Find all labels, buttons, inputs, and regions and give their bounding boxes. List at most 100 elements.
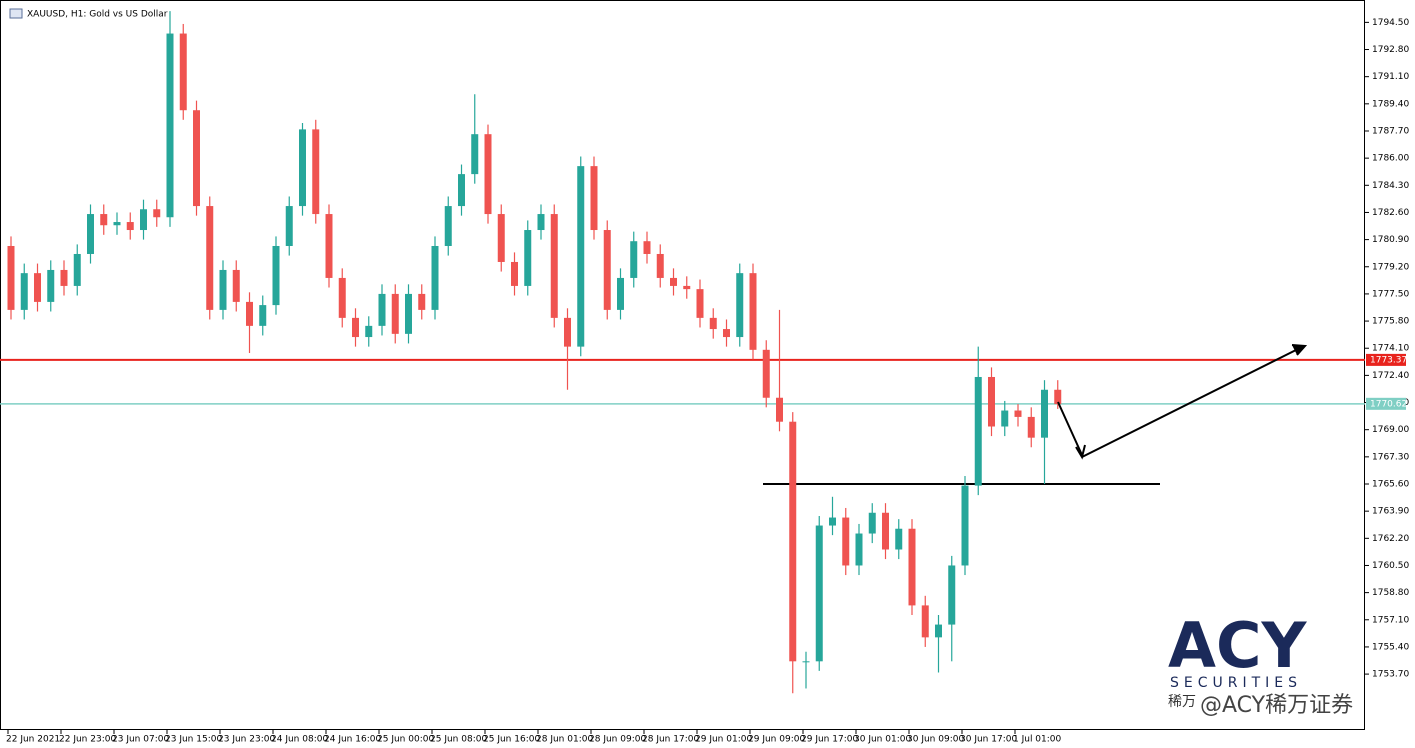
candle-body: [219, 269, 227, 310]
arrow-head: [1291, 344, 1308, 356]
arrow: [1057, 401, 1083, 456]
candle-body: [988, 376, 995, 427]
candle-body: [47, 269, 55, 302]
candle-body: [709, 317, 717, 330]
y-tick-label: 1763.90: [1372, 507, 1409, 517]
candle-body: [789, 421, 797, 662]
y-tick-label: 1786.00: [1372, 154, 1409, 164]
candle-body: [524, 230, 532, 286]
x-tick-label: 25 Jun 16:00: [483, 735, 540, 745]
y-tick-label: 1789.40: [1372, 99, 1409, 109]
arrow: [1081, 347, 1301, 458]
candle-body: [418, 293, 426, 310]
x-tick-label: 24 Jun 16:00: [324, 735, 381, 745]
candle-body: [378, 293, 386, 326]
candle-body: [630, 241, 638, 278]
candle-body: [126, 222, 134, 231]
candle-body: [550, 214, 558, 318]
y-tick-label: 1755.40: [1372, 642, 1409, 652]
candle-body: [762, 349, 770, 398]
x-tick-label: 24 Jun 08:00: [271, 735, 328, 745]
candle-body: [431, 245, 439, 310]
candle-body: [895, 528, 903, 550]
candle-body: [577, 166, 585, 347]
y-tick-label: 1762.20: [1372, 534, 1409, 544]
x-tick-label: 30 Jun 09:00: [907, 735, 964, 745]
chart-title: XAUUSD, H1: Gold vs US Dollar: [27, 10, 168, 20]
candle-body: [617, 277, 624, 310]
y-tick-label: 1753.70: [1372, 670, 1409, 680]
x-tick-label: 25 Jun 08:00: [430, 735, 487, 745]
candle-body: [974, 376, 982, 486]
candle-body: [921, 605, 929, 638]
candle-body: [723, 329, 730, 338]
candle-body: [603, 230, 611, 310]
candle-body: [7, 245, 15, 310]
candle-body: [935, 624, 942, 638]
x-tick-label: 29 Jun 09:00: [748, 735, 805, 745]
annotation-arrows: [1057, 344, 1308, 460]
candle-body: [497, 214, 505, 262]
candle-body: [391, 293, 399, 334]
candle-body: [670, 277, 677, 286]
candle-body: [325, 214, 333, 278]
watermark-brand: ACY: [1168, 609, 1307, 682]
y-tick-label: 1792.80: [1372, 45, 1409, 55]
price-tag-label: 1770.62: [1370, 399, 1407, 409]
y-tick-label: 1784.30: [1372, 181, 1409, 191]
candle-body: [696, 289, 704, 318]
y-tick-label: 1772.40: [1372, 371, 1409, 381]
candle-body: [802, 661, 810, 663]
candle-body: [285, 206, 293, 246]
candle-body: [882, 512, 889, 550]
candle-body: [484, 134, 492, 215]
x-tick-label: 22 Jun 23:00: [59, 735, 116, 745]
candle-body: [246, 301, 253, 326]
y-tick-label: 1760.50: [1372, 561, 1409, 571]
candle-body: [643, 241, 651, 254]
candle-body: [365, 325, 373, 338]
candle-body: [458, 174, 465, 207]
y-tick-label: 1779.20: [1372, 262, 1409, 272]
y-tick-label: 1757.10: [1372, 615, 1409, 625]
candle-body: [140, 209, 147, 231]
x-tick-label: 23 Jun 15:00: [165, 735, 222, 745]
plot-frame: [0, 0, 1365, 730]
x-tick-label: 29 Jun 17:00: [801, 735, 858, 745]
candle-body: [1027, 416, 1035, 438]
y-tick-label: 1794.50: [1372, 18, 1409, 28]
candle-body: [948, 565, 956, 625]
candle-body: [153, 209, 161, 218]
y-tick-label: 1777.50: [1372, 289, 1409, 299]
candle-body: [855, 533, 863, 566]
y-tick-label: 1780.90: [1372, 235, 1409, 245]
candle-body: [471, 134, 479, 175]
candle-body: [511, 261, 518, 286]
candle-body: [776, 397, 783, 422]
y-tick-label: 1787.70: [1372, 126, 1409, 136]
candle-body: [60, 269, 68, 286]
candle-body: [179, 33, 187, 111]
candle-body: [113, 222, 121, 226]
y-tick-label: 1775.80: [1372, 317, 1409, 327]
candle-body: [259, 305, 267, 326]
x-tick-label: 28 Jun 17:00: [642, 735, 699, 745]
candle-body: [193, 110, 200, 207]
x-tick-label: 29 Jun 01:00: [695, 735, 752, 745]
candle-body: [444, 206, 452, 246]
candle-body: [1014, 410, 1022, 417]
candle-body: [206, 206, 214, 310]
candle-body: [868, 512, 876, 534]
candle-body: [272, 245, 280, 306]
candle-body: [338, 277, 346, 318]
candle-body: [829, 517, 836, 526]
price-tag: [1366, 353, 1406, 366]
x-tick-label: 25 Jun 00:00: [377, 735, 434, 745]
x-tick-label: 1 Jul 01:00: [1013, 735, 1062, 745]
candle-body: [537, 214, 545, 231]
candle-body: [1041, 389, 1048, 438]
x-tick-label: 22 Jun 2021: [6, 735, 60, 745]
candle-body: [166, 33, 174, 218]
y-tick-label: 1791.10: [1372, 72, 1409, 82]
y-tick-label: 1765.60: [1372, 480, 1409, 490]
